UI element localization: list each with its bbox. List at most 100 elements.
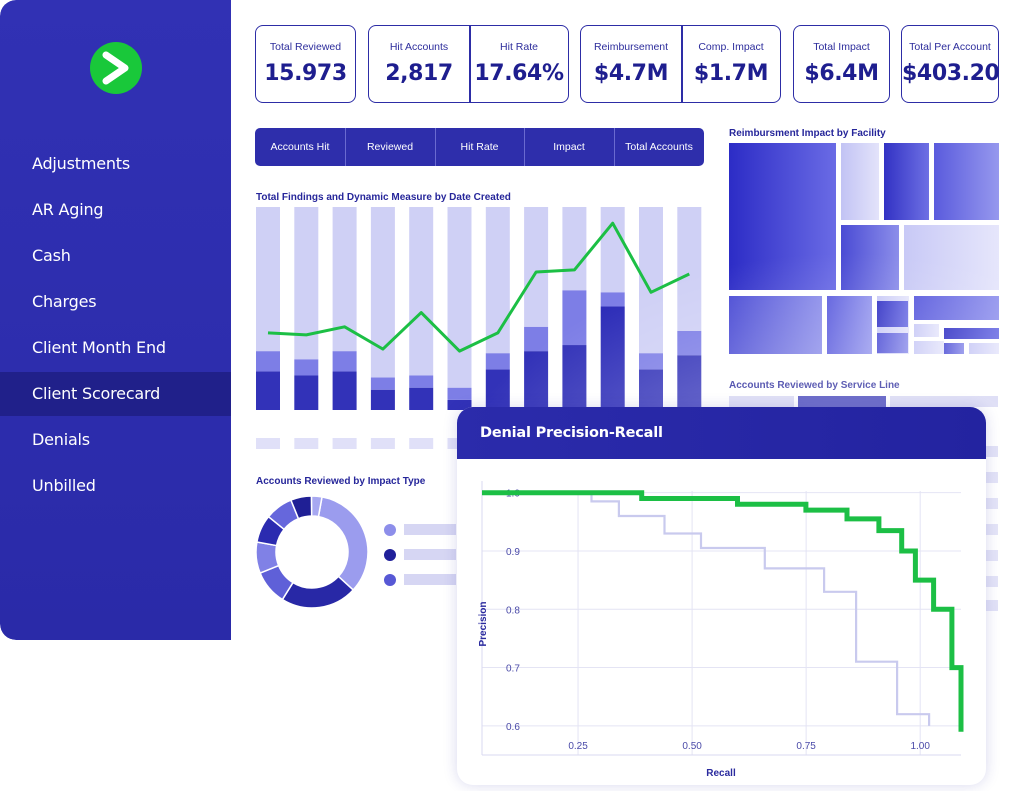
findings-bar-segment[interactable] [447, 207, 472, 388]
logo[interactable] [90, 42, 142, 94]
kpi-card-total-per-account: Total Per Account $403.20 [901, 25, 1000, 103]
findings-bar-segment[interactable] [332, 351, 357, 372]
findings-bar-segment[interactable] [485, 369, 510, 410]
tab-divider [524, 128, 525, 166]
findings-bar-segment[interactable] [370, 377, 395, 390]
findings-bar-segment[interactable] [294, 359, 319, 376]
findings-bar-segment[interactable] [524, 207, 549, 327]
service-line-bar[interactable] [986, 446, 998, 457]
service-line-bar[interactable] [729, 396, 794, 407]
x-tick-label-placeholder [332, 438, 357, 449]
pr-y-tick-label: 0.9 [506, 547, 520, 558]
findings-bar-segment[interactable] [600, 306, 625, 410]
findings-bar-segment[interactable] [294, 207, 319, 360]
treemap-cell[interactable] [884, 143, 929, 220]
pr-y-tick-label: 0.7 [506, 664, 520, 675]
sidebar-item-client-scorecard[interactable]: Client Scorecard [0, 372, 231, 416]
sidebar-item-unbilled[interactable]: Unbilled [32, 476, 96, 495]
findings-bar-segment[interactable] [677, 355, 702, 410]
treemap-cell[interactable] [877, 333, 908, 353]
findings-bar-segment[interactable] [332, 371, 357, 410]
findings-bar-segment[interactable] [256, 371, 280, 410]
x-tick-label-placeholder [294, 438, 319, 449]
findings-bar-segment[interactable] [677, 207, 702, 331]
kpi-card-hits: Hit Accounts 2,817 Hit Rate 17.64% [368, 25, 569, 103]
tab-total-accounts[interactable]: Total Accounts [625, 141, 693, 153]
donut-slice[interactable] [281, 575, 355, 609]
treemap-cell[interactable] [914, 341, 944, 354]
treemap-cell[interactable] [944, 343, 964, 354]
service-line-bar[interactable] [986, 600, 998, 611]
sidebar-item-client-month-end-support[interactable]: Client Month End Support [32, 338, 166, 401]
kpi-label: Hit Accounts [389, 41, 449, 53]
x-tick-label-placeholder [409, 438, 434, 449]
treemap-cell[interactable] [934, 143, 999, 220]
tab-reviewed[interactable]: Reviewed [366, 141, 414, 153]
treemap-cell[interactable] [914, 324, 939, 337]
kpi-value: 15.973 [264, 61, 347, 86]
x-tick-label-placeholder [370, 438, 395, 449]
service-line-bar[interactable] [798, 396, 886, 407]
findings-bar-segment[interactable] [256, 207, 280, 352]
sidebar-item-cash[interactable]: Cash [32, 246, 71, 265]
legend-swatch [384, 524, 396, 536]
treemap-cell[interactable] [914, 296, 999, 320]
precision-recall-title: Denial Precision-Recall [480, 425, 663, 441]
findings-bar-segment[interactable] [562, 345, 587, 410]
findings-bar-segment[interactable] [524, 351, 549, 410]
legend-label-placeholder [404, 524, 456, 535]
findings-bar-segment[interactable] [524, 326, 549, 352]
findings-bar-segment[interactable] [562, 290, 587, 346]
tab-impact[interactable]: Impact [553, 141, 585, 153]
tab-hit-rate[interactable]: Hit Rate [460, 141, 499, 153]
findings-bar-segment[interactable] [370, 389, 395, 410]
treemap-cell[interactable] [877, 301, 908, 327]
findings-bar-segment[interactable] [256, 351, 280, 372]
kpi-label: Comp. Impact [698, 41, 764, 53]
service-line-bar[interactable] [890, 396, 998, 407]
treemap-cell[interactable] [827, 296, 872, 354]
service-line-bar[interactable] [986, 472, 998, 483]
findings-bar-segment[interactable] [600, 292, 625, 307]
kpi-label: Hit Rate [500, 41, 538, 53]
findings-bar-segment[interactable] [409, 387, 434, 410]
service-line-bar[interactable] [986, 524, 998, 535]
tab-divider [435, 128, 436, 166]
treemap-cell[interactable] [729, 143, 836, 290]
findings-bar-segment[interactable] [409, 375, 434, 388]
pr-y-tick-label: 0.8 [506, 605, 520, 616]
sidebar: Adjustments AR Aging Cash Charges Client… [0, 0, 231, 640]
treemap-cell[interactable] [904, 225, 999, 290]
kpi-divider [681, 26, 683, 102]
treemap-cell[interactable] [969, 343, 999, 354]
findings-bar-segment[interactable] [677, 330, 702, 356]
kpi-card-total-impact: Total Impact $6.4M [793, 25, 890, 103]
donut-slice[interactable] [310, 495, 323, 518]
findings-bar-segment[interactable] [370, 207, 395, 378]
treemap-cell[interactable] [841, 225, 899, 290]
findings-chart-title: Total Findings and Dynamic Measure by Da… [256, 192, 511, 203]
findings-bar-segment[interactable] [447, 387, 472, 400]
findings-bar-segment[interactable] [485, 353, 510, 370]
service-line-title: Accounts Reviewed by Service Line [729, 380, 900, 391]
findings-bar-segment[interactable] [294, 375, 319, 410]
findings-bar-segment[interactable] [562, 207, 587, 291]
sidebar-item-adjustments[interactable]: Adjustments [32, 154, 130, 173]
sidebar-item-ar-aging[interactable]: AR Aging [32, 200, 104, 219]
treemap-cell[interactable] [729, 296, 822, 354]
treemap-cell[interactable] [841, 143, 879, 220]
measure-tabs: Accounts Hit Reviewed Hit Rate Impact To… [255, 128, 704, 166]
tab-divider [345, 128, 346, 166]
service-line-bar[interactable] [986, 576, 998, 587]
findings-bar-segment[interactable] [600, 207, 625, 293]
sidebar-item-denials[interactable]: Denials [32, 430, 90, 449]
donut-slice[interactable] [317, 496, 369, 592]
findings-bar-segment[interactable] [639, 369, 663, 410]
service-line-bar[interactable] [986, 550, 998, 561]
findings-bar-segment[interactable] [409, 207, 434, 376]
treemap-cell[interactable] [944, 328, 999, 339]
tab-accounts-hit[interactable]: Accounts Hit [270, 141, 330, 153]
findings-bar-segment[interactable] [639, 353, 663, 370]
service-line-bar[interactable] [986, 498, 998, 509]
sidebar-item-charges[interactable]: Charges [32, 292, 97, 311]
